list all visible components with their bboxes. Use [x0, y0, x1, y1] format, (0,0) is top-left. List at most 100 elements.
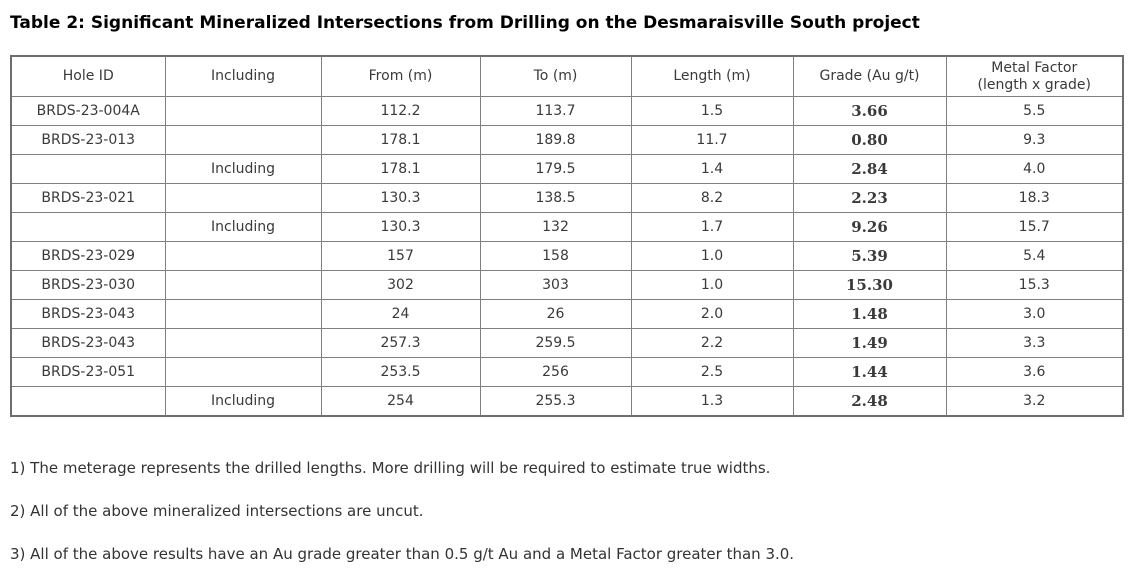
length-cell: 2.5	[630, 357, 794, 387]
table-row: BRDS-23-029 157 158 1.0 5.39 5.4	[10, 241, 1124, 271]
length-cell: 2.2	[630, 328, 794, 358]
from-cell: 257.3	[320, 328, 481, 358]
including-cell	[164, 299, 322, 329]
length-cell: 1.5	[630, 96, 794, 126]
table-title: Table 2: Significant Mineralized Interse…	[10, 13, 920, 33]
table-body: BRDS-23-004A 112.2 113.7 1.5 3.66 5.5 BRDS-23-…	[10, 96, 1124, 417]
hole-id-cell: BRDS-23-029	[10, 241, 166, 271]
hole-id-cell: BRDS-23-043	[10, 328, 166, 358]
table-row: Including 130.3 132 1.7 9.26 15.7	[10, 212, 1124, 242]
from-cell: 302	[320, 270, 481, 300]
metal-factor-cell: 3.6	[945, 357, 1124, 387]
table-header-row: Hole ID Including From (m) To (m) Length…	[10, 55, 1124, 97]
length-cell: 1.7	[630, 212, 794, 242]
length-cell: 1.3	[630, 386, 794, 417]
header-grade: Grade (Au g/t)	[792, 55, 947, 97]
including-cell	[164, 125, 322, 155]
table-row: BRDS-23-043 24 26 2.0 1.48 3.0	[10, 299, 1124, 329]
to-cell: 26	[479, 299, 632, 329]
footnote-2: 2) All of the above mineralized intersec…	[10, 502, 424, 520]
from-cell: 253.5	[320, 357, 481, 387]
hole-id-cell	[10, 212, 166, 242]
from-cell: 130.3	[320, 212, 481, 242]
hole-id-cell	[10, 386, 166, 417]
including-cell: Including	[164, 386, 322, 417]
grade-cell: 2.23	[792, 183, 947, 213]
grade-cell: 0.80	[792, 125, 947, 155]
from-cell: 130.3	[320, 183, 481, 213]
to-cell: 158	[479, 241, 632, 271]
header-hole-id: Hole ID	[10, 55, 166, 97]
including-cell: Including	[164, 154, 322, 184]
footnotes: 1) The meterage represents the drilled l…	[10, 459, 1122, 564]
grade-cell: 15.30	[792, 270, 947, 300]
hole-id-cell: BRDS-23-021	[10, 183, 166, 213]
to-cell: 113.7	[479, 96, 632, 126]
including-cell	[164, 328, 322, 358]
to-cell: 255.3	[479, 386, 632, 417]
metal-factor-cell: 5.5	[945, 96, 1124, 126]
header-length: Length (m)	[630, 55, 794, 97]
metal-factor-cell: 9.3	[945, 125, 1124, 155]
metal-factor-cell: 15.7	[945, 212, 1124, 242]
table-row: BRDS-23-004A 112.2 113.7 1.5 3.66 5.5	[10, 96, 1124, 126]
mineralized-intersections-table: Hole ID Including From (m) To (m) Length…	[10, 55, 1124, 417]
including-cell	[164, 183, 322, 213]
to-cell: 189.8	[479, 125, 632, 155]
header-including: Including	[164, 55, 322, 97]
grade-cell: 2.84	[792, 154, 947, 184]
length-cell: 1.0	[630, 241, 794, 271]
length-cell: 1.0	[630, 270, 794, 300]
to-cell: 179.5	[479, 154, 632, 184]
from-cell: 157	[320, 241, 481, 271]
including-cell	[164, 270, 322, 300]
grade-cell: 2.48	[792, 386, 947, 417]
hole-id-cell: BRDS-23-030	[10, 270, 166, 300]
length-cell: 2.0	[630, 299, 794, 329]
including-cell	[164, 357, 322, 387]
header-to: To (m)	[479, 55, 632, 97]
metal-factor-cell: 5.4	[945, 241, 1124, 271]
table-row: BRDS-23-030 302 303 1.0 15.30 15.3	[10, 270, 1124, 300]
header-metal-factor: Metal Factor (length x grade)	[945, 55, 1124, 97]
metal-factor-cell: 3.2	[945, 386, 1124, 417]
metal-factor-cell: 4.0	[945, 154, 1124, 184]
table-row: Including 254 255.3 1.3 2.48 3.2	[10, 386, 1124, 417]
from-cell: 254	[320, 386, 481, 417]
table-row: Including 178.1 179.5 1.4 2.84 4.0	[10, 154, 1124, 184]
grade-cell: 1.49	[792, 328, 947, 358]
grade-cell: 5.39	[792, 241, 947, 271]
table-row: BRDS-23-051 253.5 256 2.5 1.44 3.6	[10, 357, 1124, 387]
metal-factor-cell: 3.0	[945, 299, 1124, 329]
from-cell: 24	[320, 299, 481, 329]
footnote-3: 3) All of the above results have an Au g…	[10, 545, 795, 563]
length-cell: 1.4	[630, 154, 794, 184]
from-cell: 178.1	[320, 125, 481, 155]
to-cell: 132	[479, 212, 632, 242]
to-cell: 256	[479, 357, 632, 387]
hole-id-cell: BRDS-23-043	[10, 299, 166, 329]
length-cell: 8.2	[630, 183, 794, 213]
from-cell: 178.1	[320, 154, 481, 184]
metal-factor-cell: 3.3	[945, 328, 1124, 358]
footnote-1: 1) The meterage represents the drilled l…	[10, 459, 771, 477]
to-cell: 138.5	[479, 183, 632, 213]
hole-id-cell: BRDS-23-051	[10, 357, 166, 387]
to-cell: 259.5	[479, 328, 632, 358]
length-cell: 11.7	[630, 125, 794, 155]
including-cell	[164, 96, 322, 126]
including-cell	[164, 241, 322, 271]
including-cell: Including	[164, 212, 322, 242]
table-row: BRDS-23-021 130.3 138.5 8.2 2.23 18.3	[10, 183, 1124, 213]
hole-id-cell: BRDS-23-013	[10, 125, 166, 155]
grade-cell: 1.48	[792, 299, 947, 329]
grade-cell: 1.44	[792, 357, 947, 387]
table-row: BRDS-23-013 178.1 189.8 11.7 0.80 9.3	[10, 125, 1124, 155]
hole-id-cell: BRDS-23-004A	[10, 96, 166, 126]
grade-cell: 3.66	[792, 96, 947, 126]
header-from: From (m)	[320, 55, 481, 97]
from-cell: 112.2	[320, 96, 481, 126]
hole-id-cell	[10, 154, 166, 184]
grade-cell: 9.26	[792, 212, 947, 242]
